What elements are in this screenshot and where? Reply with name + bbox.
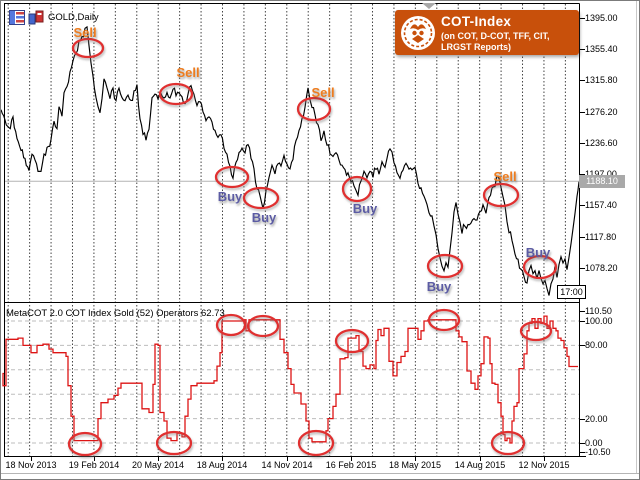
- cot-seal-icon: [401, 16, 435, 50]
- price-axis-label: 1276.20: [585, 107, 618, 117]
- window-bottom-edge: [1, 473, 639, 474]
- signal-label-sell: Sell: [311, 85, 335, 100]
- signal-ellipse-buy: [242, 186, 280, 210]
- signal-ellipse-sell: [482, 182, 520, 208]
- signal-label-sell: Sell: [493, 169, 517, 184]
- signal-ellipse-indicator: [246, 314, 280, 338]
- signal-ellipse-indicator: [334, 328, 370, 354]
- crosshair-time-label: 17:00: [557, 285, 586, 299]
- signal-ellipse-sell: [158, 82, 194, 106]
- banner-subtitle-line2: LRGST Reports): [441, 42, 512, 52]
- signal-ellipse-indicator: [67, 431, 103, 457]
- price-axis-label: 1355.40: [585, 44, 618, 54]
- market-watch-icon[interactable]: [9, 10, 25, 30]
- indicator-axis-label: 20.00: [585, 414, 608, 424]
- signal-ellipse-buy: [426, 253, 464, 279]
- symbol-period-label: GOLD,Daily: [48, 12, 99, 23]
- banner-subtitle-line1: (on COT, D-COT, TFF, CIT,: [441, 31, 550, 41]
- cot-index-banner: COT-Index (on COT, D-COT, TFF, CIT, LRGS…: [395, 10, 579, 55]
- price-axis-label: 1197.00: [585, 169, 617, 179]
- signal-label-buy: Buy: [251, 210, 277, 225]
- chart-data-icon[interactable]: [28, 10, 44, 30]
- date-axis-label: 19 Feb 2014: [68, 460, 120, 470]
- signal-label-buy: Buy: [217, 189, 243, 204]
- signal-ellipse-indicator: [427, 308, 461, 332]
- price-axis-label: 1236.60: [585, 138, 618, 148]
- signal-ellipse-indicator: [490, 430, 526, 456]
- signal-ellipse-buy: [341, 175, 373, 203]
- date-axis-label: 18 Nov 2013: [5, 460, 57, 470]
- bid-price-label: 1188.10: [579, 175, 625, 188]
- signal-ellipse-buy: [522, 254, 558, 280]
- date-axis-label: 14 Aug 2015: [454, 460, 506, 470]
- signal-label-sell: Sell: [73, 25, 97, 40]
- banner-title: COT-Index: [441, 14, 512, 29]
- price-axis-label: 1395.00: [585, 13, 618, 23]
- price-series: [1, 25, 580, 296]
- signal-ellipse-buy: [214, 165, 250, 189]
- signal-label-buy: Buy: [525, 245, 551, 260]
- indicator-axis-label: 110.50: [585, 306, 612, 316]
- date-axis-label: 18 Aug 2014: [196, 460, 248, 470]
- indicator-axis-label: 0.00: [585, 438, 603, 448]
- signal-ellipse-indicator: [215, 313, 247, 337]
- signal-ellipse-sell: [71, 37, 105, 59]
- indicator-title: MetaCOT 2.0 COT Index Gold (52) Operator…: [6, 308, 225, 319]
- signal-ellipses: [67, 37, 558, 457]
- date-axis-label: 16 Feb 2015: [325, 460, 377, 470]
- signal-ellipse-indicator: [155, 430, 193, 456]
- chart-shift-marker-icon[interactable]: [422, 3, 436, 9]
- price-axis-label: 1157.40: [585, 200, 617, 210]
- date-axis-label: 14 Nov 2014: [261, 460, 313, 470]
- window-right-edge: [636, 1, 637, 473]
- signal-ellipse-indicator: [297, 429, 335, 457]
- signal-label-sell: Sell: [176, 65, 200, 80]
- price-axis-label: 1315.80: [585, 75, 618, 85]
- signal-ellipse-sell: [296, 96, 332, 122]
- signal-label-buy: Buy: [426, 279, 452, 294]
- date-axis-label: 18 May 2015: [388, 460, 442, 470]
- cot-index-series: [2, 315, 578, 444]
- price-axis-label: 1078.20: [585, 263, 618, 273]
- date-axis-label: 12 Nov 2015: [518, 460, 570, 470]
- indicator-axis-label: 100.00: [585, 316, 613, 326]
- signal-ellipse-indicator: [519, 320, 553, 342]
- signal-label-buy: Buy: [352, 201, 378, 216]
- indicator-axis-label: 80.00: [585, 340, 608, 350]
- price-axis-label: 1117.80: [585, 232, 617, 242]
- indicator-axis-label: -10.50: [585, 447, 611, 457]
- date-axis-label: 20 May 2014: [131, 460, 185, 470]
